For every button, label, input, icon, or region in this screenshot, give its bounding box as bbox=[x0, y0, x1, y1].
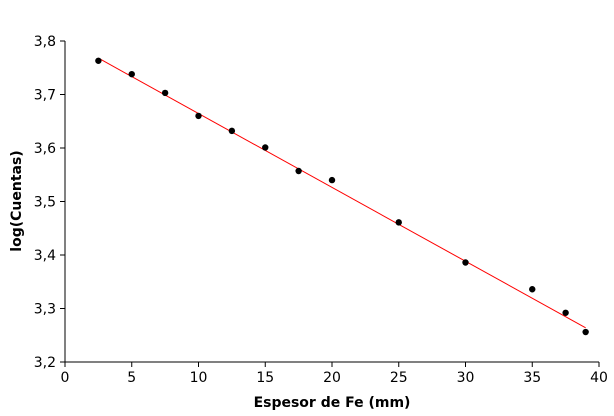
x-axis-title: Espesor de Fe (mm) bbox=[254, 395, 411, 411]
x-tick-label: 20 bbox=[323, 370, 341, 386]
x-tick-label: 40 bbox=[590, 370, 608, 386]
data-point bbox=[195, 112, 202, 120]
data-point bbox=[462, 259, 469, 266]
x-tick-label: 0 bbox=[61, 370, 70, 386]
y-axis-ticks: 3,2 3,3 3,4 3,5 3,6 3,7 3,8 bbox=[34, 34, 65, 371]
y-tick-label: 3,3 bbox=[34, 302, 56, 318]
x-tick-label: 25 bbox=[390, 370, 408, 386]
fit-line bbox=[98, 57, 586, 329]
fit-line-layer bbox=[98, 57, 586, 329]
data-point bbox=[562, 309, 569, 316]
data-point bbox=[328, 176, 336, 184]
x-tick-label: 5 bbox=[127, 370, 136, 386]
data-point bbox=[128, 70, 135, 78]
x-tick-label: 10 bbox=[190, 370, 208, 386]
data-point bbox=[95, 57, 102, 64]
data-point bbox=[295, 167, 302, 175]
y-axis-title: log(Cuentas) bbox=[9, 150, 25, 251]
x-tick-label: 30 bbox=[457, 370, 475, 386]
y-tick-label: 3,7 bbox=[34, 88, 56, 104]
x-axis-ticks: 0 5 10 15 20 25 30 35 40 bbox=[61, 362, 608, 386]
y-tick-label: 3,6 bbox=[34, 141, 56, 157]
y-tick-label: 3,2 bbox=[34, 355, 56, 371]
y-tick-label: 3,5 bbox=[34, 195, 56, 211]
data-point bbox=[262, 144, 269, 151]
data-point bbox=[582, 328, 589, 336]
y-tick-label: 3,4 bbox=[34, 248, 56, 264]
data-points-layer bbox=[95, 57, 589, 336]
x-tick-label: 15 bbox=[256, 370, 274, 386]
y-tick-label: 3,8 bbox=[34, 34, 56, 50]
x-tick-label: 35 bbox=[523, 370, 541, 386]
data-point bbox=[228, 127, 236, 135]
data-point bbox=[529, 286, 536, 293]
data-point bbox=[161, 89, 169, 97]
data-point bbox=[395, 219, 402, 226]
